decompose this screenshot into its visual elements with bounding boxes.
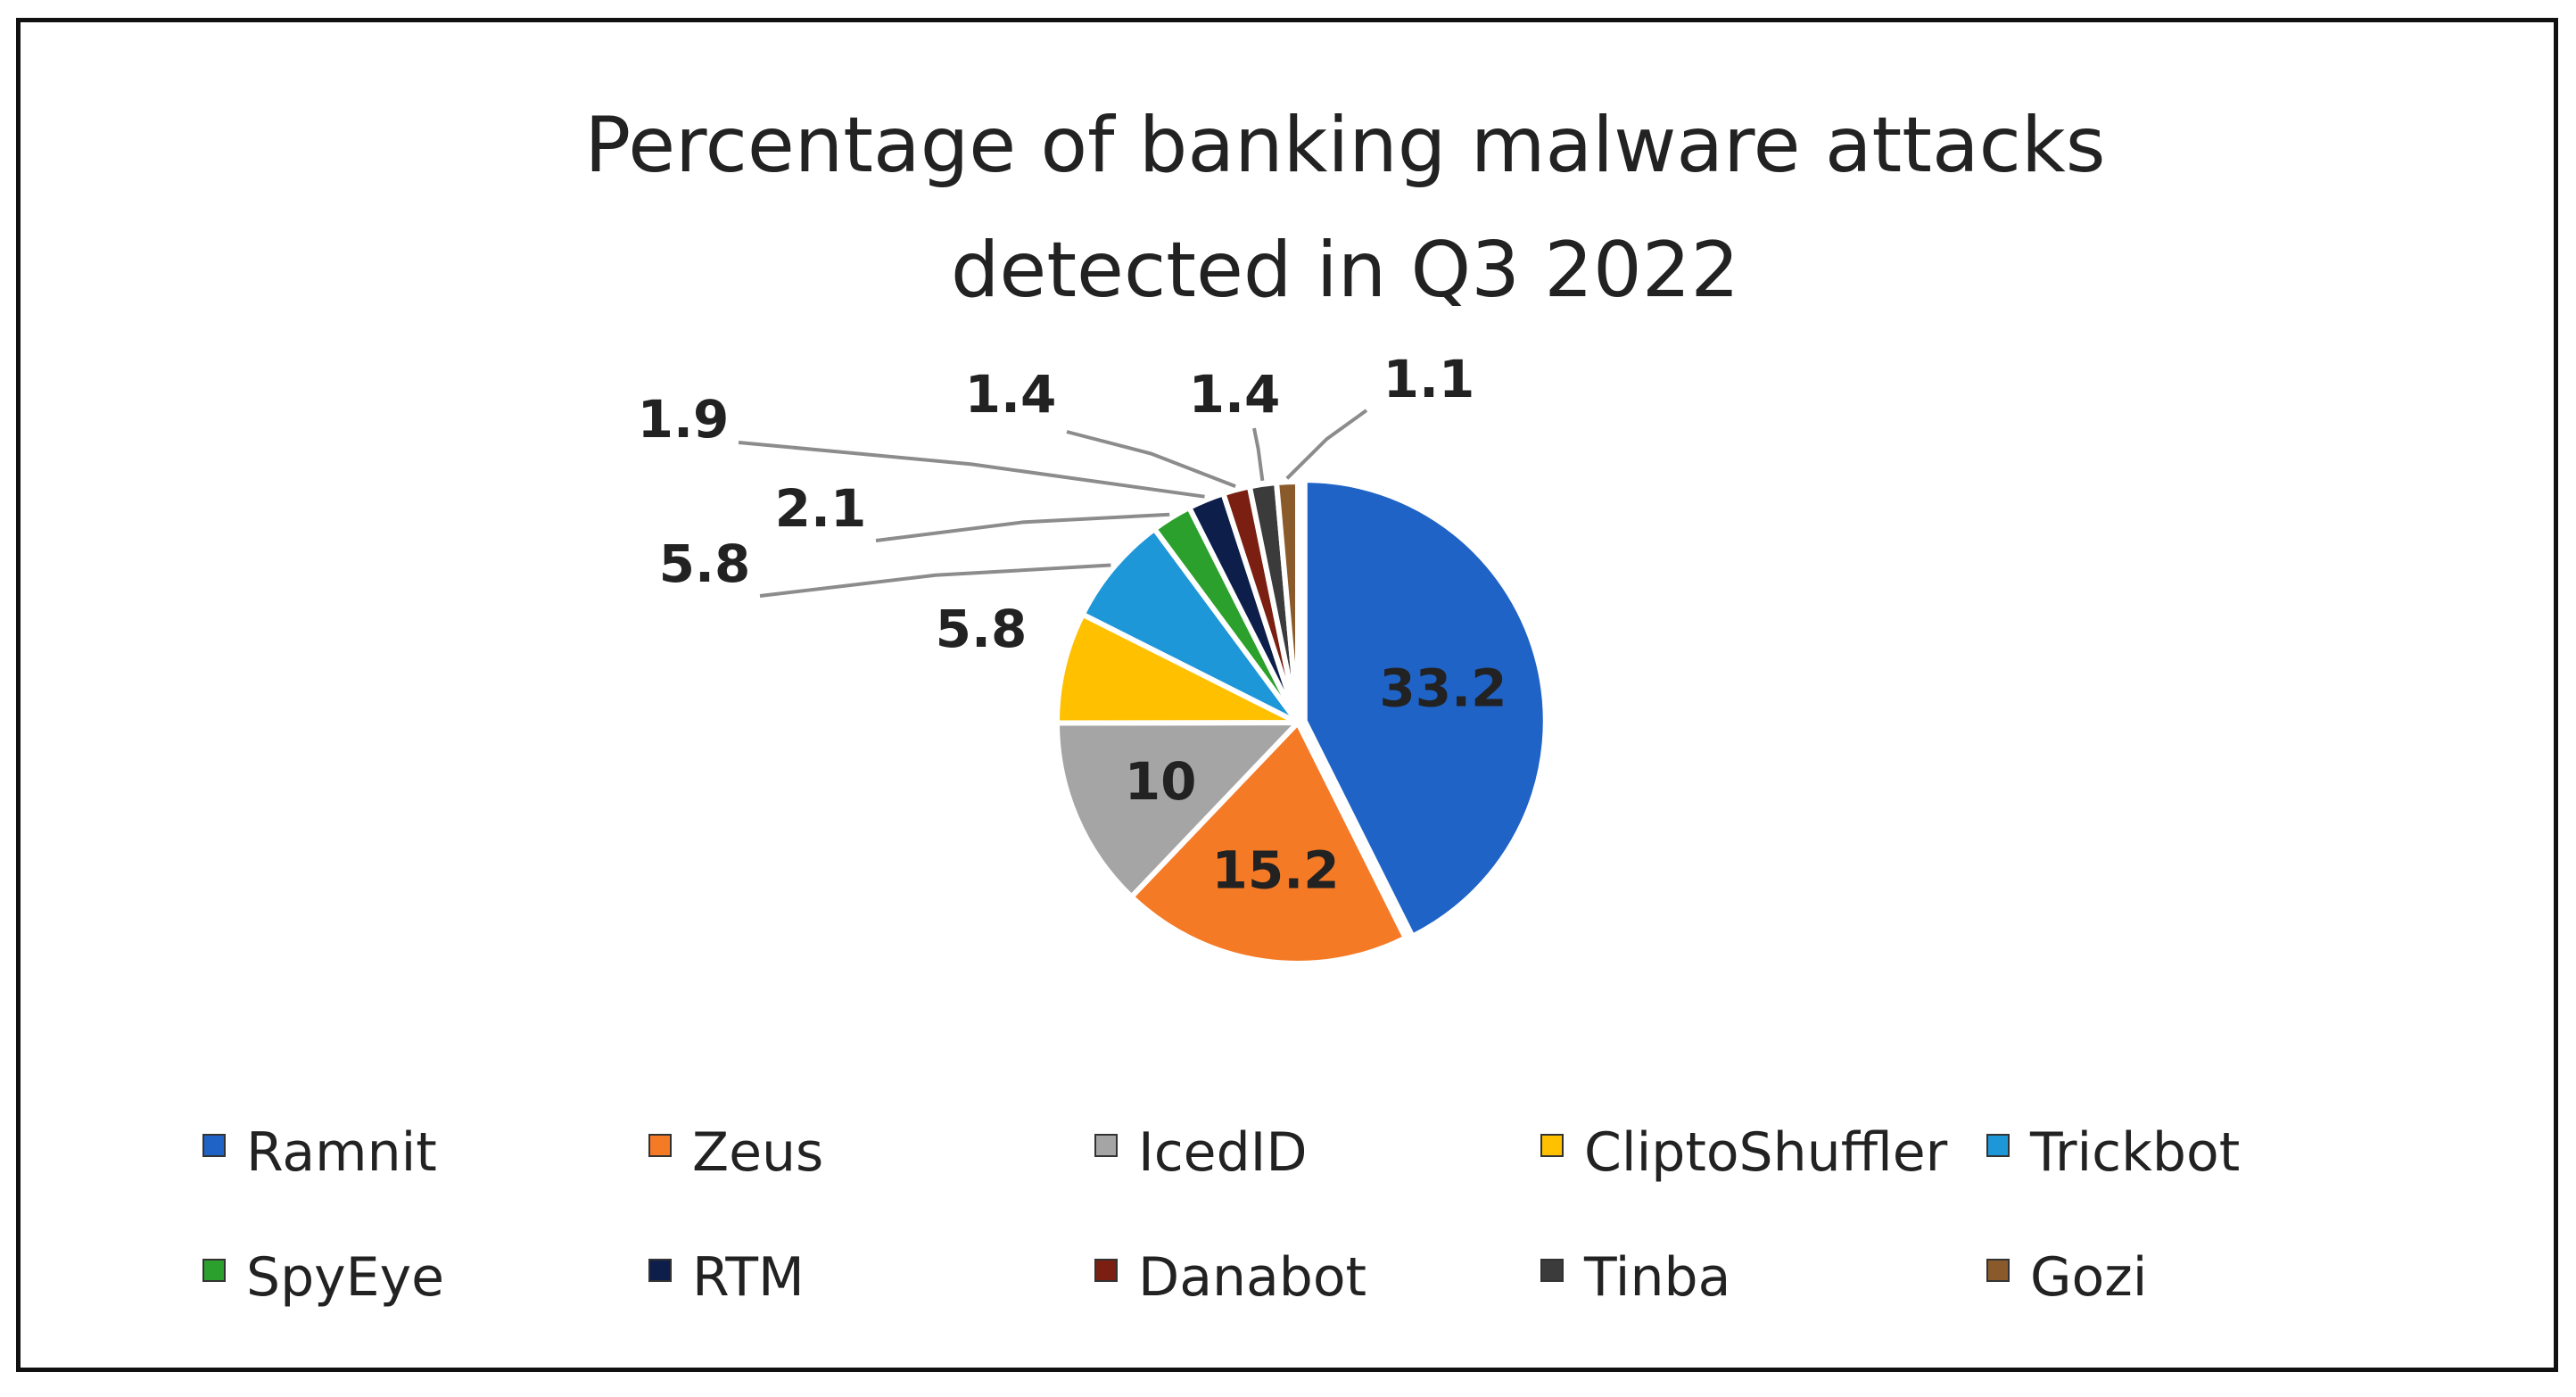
legend-swatch-trickbot: [1986, 1134, 2010, 1157]
legend-swatch-tinba: [1540, 1259, 1564, 1282]
data-label-trickbot: 5.8: [659, 533, 751, 594]
legend-item-gozi: Gozi: [1986, 1246, 2147, 1309]
data-label-ramnit: 33.2: [1379, 658, 1507, 719]
leader-lines: [738, 409, 1368, 598]
legend-swatch-gozi: [1986, 1259, 2010, 1282]
legend-swatch-zeus: [648, 1134, 672, 1157]
leader-line-gozi: [1285, 409, 1368, 480]
legend-label-tinba: Tinba: [1583, 1246, 1730, 1309]
leader-line-rtm: [738, 441, 1205, 499]
leader-line-spyeye: [875, 512, 1170, 542]
data-label-danabot: 1.4: [965, 364, 1057, 425]
legend-item-rtm: RTM: [648, 1246, 805, 1309]
legend-item-danabot: Danabot: [1094, 1246, 1366, 1309]
legend-item-icedid: IcedID: [1094, 1121, 1308, 1184]
legend-label-ramnit: Ramnit: [246, 1121, 437, 1184]
legend-label-zeus: Zeus: [692, 1121, 823, 1184]
leader-line-danabot: [1066, 430, 1236, 488]
chart-title-line-2: detected in Q3 2022: [951, 226, 1739, 315]
pie-slice-gozi: [1273, 478, 1300, 723]
data-label-spyeye: 2.1: [775, 478, 867, 539]
data-label-zeus: 15.2: [1212, 840, 1340, 901]
legend-label-rtm: RTM: [692, 1246, 805, 1309]
leader-line-tinba: [1252, 427, 1265, 482]
legend-item-zeus: Zeus: [648, 1121, 823, 1184]
data-labels: 33.2 15.210 5.8 5.8 2.1 1.9 1.4 1.4 1.1: [638, 349, 1507, 901]
data-label-tinba: 1.4: [1189, 364, 1281, 425]
pie-slices: [1053, 477, 1548, 966]
legend-label-spyeye: SpyEye: [246, 1246, 444, 1309]
legend-item-spyeye: SpyEye: [202, 1246, 444, 1309]
legend-label-cliptoshuffler: CliptoShuffler: [1584, 1121, 1948, 1184]
legend-swatch-ramnit: [202, 1134, 226, 1157]
pie-slice-trickbot: [1078, 525, 1300, 725]
pie-slice-zeus: [1127, 717, 1409, 966]
legend-label-gozi: Gozi: [2030, 1246, 2147, 1309]
pie-slice-ramnit: [1301, 477, 1548, 940]
leader-line-trickbot: [759, 563, 1111, 598]
legend-swatch-rtm: [648, 1259, 672, 1282]
legend-label-danabot: Danabot: [1138, 1246, 1366, 1309]
legend-swatch-danabot: [1094, 1259, 1118, 1282]
data-label-icedid: 10: [1125, 751, 1197, 812]
legend-swatch-icedid: [1094, 1134, 1118, 1157]
chart-title-line-1: Percentage of banking malware attacks: [584, 101, 2105, 190]
legend-item-ramnit: Ramnit: [202, 1121, 437, 1184]
legend-label-icedid: IcedID: [1138, 1121, 1308, 1184]
legend-item-trickbot: Trickbot: [1986, 1121, 2240, 1184]
pie-slice-cliptoshuffler: [1053, 610, 1300, 726]
legend-swatch-cliptoshuffler: [1540, 1134, 1564, 1157]
legend-item-tinba: Tinba: [1540, 1246, 1730, 1309]
pie-slice-icedid: [1053, 719, 1305, 901]
data-label-rtm: 1.9: [638, 389, 730, 450]
legend-swatch-spyeye: [202, 1259, 226, 1282]
data-label-gozi: 1.1: [1383, 349, 1475, 409]
legend-label-trickbot: Trickbot: [2029, 1121, 2240, 1184]
legend: Ramnit Zeus IcedID CliptoShuffler Trickbot Sp…: [202, 1121, 2240, 1309]
legend-item-cliptoshuffler: CliptoShuffler: [1540, 1121, 1948, 1184]
data-label-cliptoshuffler: 5.8: [936, 599, 1028, 659]
